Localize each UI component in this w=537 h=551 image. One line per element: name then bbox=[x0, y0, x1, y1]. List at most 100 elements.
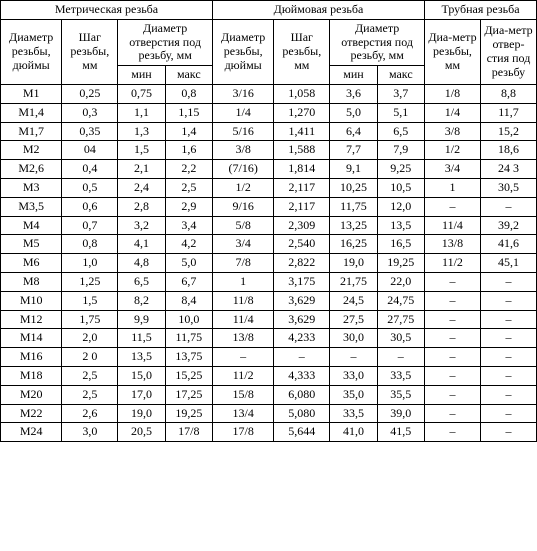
cell: – bbox=[424, 385, 480, 404]
cell: 18,6 bbox=[480, 141, 536, 160]
table-row: M101,58,28,411/83,62924,524,75–– bbox=[1, 291, 537, 310]
header-inch-dia: Диаметр резьбы, дюймы bbox=[212, 19, 273, 84]
cell: 4,8 bbox=[118, 254, 165, 273]
cell: 2,309 bbox=[274, 216, 330, 235]
cell: 17,0 bbox=[118, 385, 165, 404]
cell: 10,25 bbox=[330, 178, 377, 197]
cell: 1,814 bbox=[274, 160, 330, 179]
cell: M20 bbox=[1, 385, 62, 404]
cell: 04 bbox=[62, 141, 118, 160]
table-row: M243,020,517/817/85,64441,041,5–– bbox=[1, 423, 537, 442]
cell: 2,117 bbox=[274, 178, 330, 197]
cell: 39,0 bbox=[377, 404, 424, 423]
cell: 1/4 bbox=[212, 103, 273, 122]
cell: 1,411 bbox=[274, 122, 330, 141]
cell: 41,0 bbox=[330, 423, 377, 442]
cell: – bbox=[330, 348, 377, 367]
cell: 24,5 bbox=[330, 291, 377, 310]
cell: 2,822 bbox=[274, 254, 330, 273]
cell: 9,25 bbox=[377, 160, 424, 179]
cell: 17,25 bbox=[165, 385, 212, 404]
cell: 3,7 bbox=[377, 84, 424, 103]
table-row: M10,250,750,83/161,0583,63,71/88,8 bbox=[1, 84, 537, 103]
cell: 2,1 bbox=[118, 160, 165, 179]
cell: 3,4 bbox=[165, 216, 212, 235]
cell: 3,2 bbox=[118, 216, 165, 235]
cell: 0,7 bbox=[62, 216, 118, 235]
header-group-metric: Метрическая резьба bbox=[1, 1, 213, 20]
cell: – bbox=[424, 423, 480, 442]
cell: 0,4 bbox=[62, 160, 118, 179]
cell: 6,080 bbox=[274, 385, 330, 404]
table-row: M162 013,513,75–––––– bbox=[1, 348, 537, 367]
cell: 2,6 bbox=[62, 404, 118, 423]
cell: 6,5 bbox=[118, 272, 165, 291]
cell: M14 bbox=[1, 329, 62, 348]
header-inch-pitch: Шаг резьбы, мм bbox=[274, 19, 330, 84]
cell: 2,2 bbox=[165, 160, 212, 179]
cell: 1/8 bbox=[424, 84, 480, 103]
cell: 10,0 bbox=[165, 310, 212, 329]
cell: 9,9 bbox=[118, 310, 165, 329]
thread-table: Метрическая резьба Дюймовая резьба Трубн… bbox=[0, 0, 537, 442]
cell: 30,5 bbox=[377, 329, 424, 348]
cell: 3/4 bbox=[212, 235, 273, 254]
cell: 17/8 bbox=[165, 423, 212, 442]
table-row: M2041,51,63/81,5887,77,91/218,6 bbox=[1, 141, 537, 160]
table-row: M81,256,56,713,17521,7522,0–– bbox=[1, 272, 537, 291]
cell: M2,6 bbox=[1, 160, 62, 179]
cell: 8,8 bbox=[480, 84, 536, 103]
cell: – bbox=[377, 348, 424, 367]
cell: 8,4 bbox=[165, 291, 212, 310]
cell: 2,4 bbox=[118, 178, 165, 197]
cell: – bbox=[480, 404, 536, 423]
table-row: M30,52,42,51/22,11710,2510,5130,5 bbox=[1, 178, 537, 197]
cell: – bbox=[480, 197, 536, 216]
table-row: M1,70,351,31,45/161,4116,46,53/815,2 bbox=[1, 122, 537, 141]
cell: 1,75 bbox=[62, 310, 118, 329]
cell: M6 bbox=[1, 254, 62, 273]
cell: 1,588 bbox=[274, 141, 330, 160]
cell: 22,0 bbox=[377, 272, 424, 291]
cell: 1/2 bbox=[212, 178, 273, 197]
cell: 10,5 bbox=[377, 178, 424, 197]
cell: 15/8 bbox=[212, 385, 273, 404]
cell: M12 bbox=[1, 310, 62, 329]
cell: 3,629 bbox=[274, 310, 330, 329]
cell: – bbox=[424, 366, 480, 385]
cell: 5,644 bbox=[274, 423, 330, 442]
cell: 16,5 bbox=[377, 235, 424, 254]
cell: 13,75 bbox=[165, 348, 212, 367]
cell: 1,5 bbox=[118, 141, 165, 160]
cell: 3/8 bbox=[424, 122, 480, 141]
cell: 1,1 bbox=[118, 103, 165, 122]
cell: 0,3 bbox=[62, 103, 118, 122]
table-row: M2,60,42,12,2(7/16)1,8149,19,253/424 3 bbox=[1, 160, 537, 179]
header-inch-hole: Диаметр отверстия под резьбу, мм bbox=[330, 19, 425, 65]
cell: M16 bbox=[1, 348, 62, 367]
cell: 0,25 bbox=[62, 84, 118, 103]
cell: – bbox=[480, 291, 536, 310]
cell: 39,2 bbox=[480, 216, 536, 235]
cell: 8,2 bbox=[118, 291, 165, 310]
cell: – bbox=[424, 310, 480, 329]
cell: 5/16 bbox=[212, 122, 273, 141]
cell: 9,1 bbox=[330, 160, 377, 179]
cell: 3,6 bbox=[330, 84, 377, 103]
table-row: M142,011,511,7513/84,23330,030,5–– bbox=[1, 329, 537, 348]
table-header: Метрическая резьба Дюймовая резьба Трубн… bbox=[1, 1, 537, 85]
cell: 3,0 bbox=[62, 423, 118, 442]
cell: 0,8 bbox=[62, 235, 118, 254]
cell: (7/16) bbox=[212, 160, 273, 179]
cell: 41,6 bbox=[480, 235, 536, 254]
cell: 11/8 bbox=[212, 291, 273, 310]
cell: M18 bbox=[1, 366, 62, 385]
cell: 5,1 bbox=[377, 103, 424, 122]
header-inch-min: мин bbox=[330, 66, 377, 85]
table-row: M3,50,62,82,99/162,11711,7512,0–– bbox=[1, 197, 537, 216]
cell: 35,5 bbox=[377, 385, 424, 404]
header-metric-hole: Диаметр отверстия под резьбу, мм bbox=[118, 19, 213, 65]
cell: M8 bbox=[1, 272, 62, 291]
cell: M1,7 bbox=[1, 122, 62, 141]
cell: 1,270 bbox=[274, 103, 330, 122]
